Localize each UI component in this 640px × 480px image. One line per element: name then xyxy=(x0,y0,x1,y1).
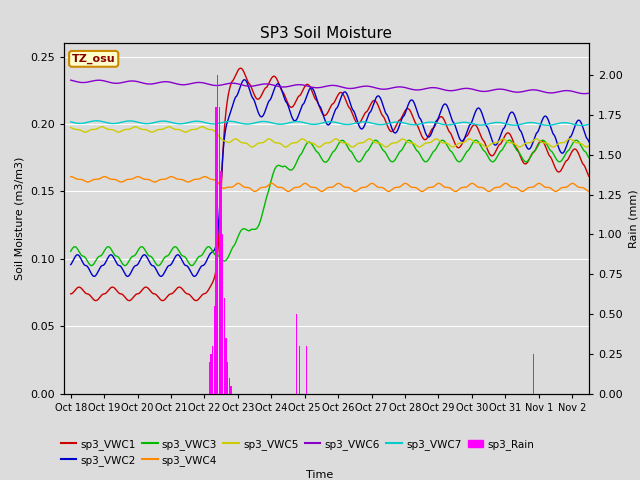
Bar xyxy=(299,346,300,394)
Bar xyxy=(212,346,213,394)
Y-axis label: Soil Moisture (m3/m3): Soil Moisture (m3/m3) xyxy=(15,156,25,280)
Bar xyxy=(220,170,222,394)
Bar xyxy=(533,354,534,394)
Title: SP3 Soil Moisture: SP3 Soil Moisture xyxy=(260,25,392,41)
Bar xyxy=(222,234,223,394)
Bar xyxy=(225,338,227,394)
Bar xyxy=(219,107,220,394)
Y-axis label: Rain (mm): Rain (mm) xyxy=(628,189,638,248)
Legend: sp3_VWC1, sp3_VWC2, sp3_VWC3, sp3_VWC4, sp3_VWC5, sp3_VWC6, sp3_VWC7, sp3_Rain: sp3_VWC1, sp3_VWC2, sp3_VWC3, sp3_VWC4, … xyxy=(56,434,538,470)
Bar xyxy=(227,362,228,394)
Text: TZ_osu: TZ_osu xyxy=(72,54,115,64)
Text: Time: Time xyxy=(307,469,333,480)
Bar xyxy=(230,385,232,394)
Bar xyxy=(209,362,210,394)
Bar xyxy=(217,75,218,394)
Bar xyxy=(306,346,307,394)
Bar xyxy=(216,107,217,394)
Bar xyxy=(224,298,225,394)
Bar xyxy=(296,314,297,394)
Bar xyxy=(228,378,230,394)
Bar xyxy=(214,306,215,394)
Bar xyxy=(211,354,212,394)
